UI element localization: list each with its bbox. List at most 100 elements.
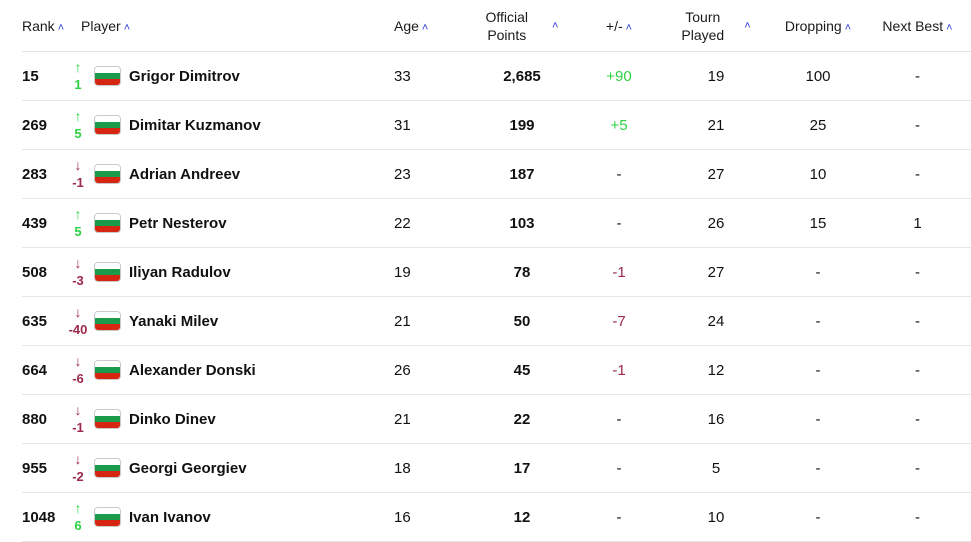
next-best-cell: - <box>864 296 971 346</box>
player-name-link[interactable]: Petr Nesterov <box>129 214 227 232</box>
plus-minus-cell: - <box>578 198 660 248</box>
arrow-down-icon: ↓ <box>74 157 82 173</box>
official-points-cell: 199 <box>466 100 578 150</box>
column-header-age[interactable]: Age ˄ <box>386 0 466 52</box>
player-cell[interactable]: ↑ 5 Petr Nesterov <box>66 198 386 248</box>
table-row[interactable]: 508 ↓ -3 Iliyan Radulov 19 78 -1 27- - <box>22 247 971 297</box>
arrow-down-icon: ↓ <box>74 451 82 467</box>
column-header-dropping[interactable]: Dropping ˄ <box>772 0 864 52</box>
player-cell[interactable]: ↓ -40 Yanaki Milev <box>66 296 386 346</box>
rank-movement: ↓ -1 <box>66 157 90 191</box>
player-cell[interactable]: ↑ 1 Grigor Dimitrov <box>66 51 386 101</box>
player-name-link[interactable]: Adrian Andreev <box>129 165 241 183</box>
table-row[interactable]: 1048 ↑ 6 Ivan Ivanov 16 12-10- - <box>22 492 971 542</box>
official-points-cell: 187 <box>466 149 578 199</box>
tourn-played-cell: 10 <box>660 492 772 542</box>
column-header-rank[interactable]: Rank ˄ <box>22 0 66 52</box>
age-cell: 18 <box>386 443 466 493</box>
age-cell: 31 <box>386 100 466 150</box>
tourn-played-cell: 19 <box>660 51 772 101</box>
rank-movement-value: 6 <box>74 518 82 533</box>
player-name-link[interactable]: Ivan Ivanov <box>129 508 211 526</box>
arrow-down-icon: ↓ <box>74 353 82 369</box>
next-best-cell: - <box>864 51 971 101</box>
column-header-player[interactable]: Player ˄ <box>66 0 386 52</box>
rank-cell: 269 <box>22 100 66 150</box>
table-row[interactable]: 269 ↑ 5 Dimitar Kuzmanov 31 199 +5 21 25- <box>22 100 971 150</box>
player-cell[interactable]: ↓ -3 Iliyan Radulov <box>66 247 386 297</box>
plus-minus-header-label: +/- <box>605 17 623 34</box>
tourn-played-cell: 5 <box>660 443 772 493</box>
plus-minus-cell: - <box>578 492 660 542</box>
table-row[interactable]: 15 ↑ 1 Grigor Dimitrov 33 2,685 +90 19 100- <box>22 51 971 101</box>
player-name-link[interactable]: Grigor Dimitrov <box>129 67 240 85</box>
age-cell: 21 <box>386 394 466 444</box>
bulgaria-flag-icon <box>94 311 121 331</box>
column-header-official-points[interactable]: Official Points ˄ <box>466 0 578 52</box>
player-cell[interactable]: ↓ -2 Georgi Georgiev <box>66 443 386 493</box>
column-header-next-best[interactable]: Next Best ˄ <box>864 0 971 52</box>
table-row[interactable]: 664 ↓ -6 Alexander Donski 26 45 -1 12- - <box>22 345 971 395</box>
player-cell[interactable]: ↓ -1 Adrian Andreev <box>66 149 386 199</box>
sort-icon[interactable]: ˄ <box>844 21 852 34</box>
player-name-link[interactable]: Dinko Dinev <box>129 410 216 428</box>
table-row[interactable]: 283 ↓ -1 Adrian Andreev 23 187-27 10- <box>22 149 971 199</box>
next-best-cell: - <box>864 149 971 199</box>
player-name-link[interactable]: Georgi Georgiev <box>129 459 247 477</box>
rank-cell: 635 <box>22 296 66 346</box>
dropping-cell: - <box>772 296 864 346</box>
rank-cell: 880 <box>22 394 66 444</box>
player-name-link[interactable]: Alexander Donski <box>129 361 256 379</box>
table-row[interactable]: 439 ↑ 5 Petr Nesterov 22 103-26 15 1 <box>22 198 971 248</box>
tourn-played-cell: 24 <box>660 296 772 346</box>
arrow-down-icon: ↓ <box>74 402 82 418</box>
rank-header-label: Rank <box>22 17 55 34</box>
sort-icon[interactable]: ˄ <box>421 21 429 34</box>
rank-movement: ↓ -40 <box>66 304 90 338</box>
player-cell[interactable]: ↑ 6 Ivan Ivanov <box>66 492 386 542</box>
official-points-cell: 12 <box>466 492 578 542</box>
age-cell: 19 <box>386 247 466 297</box>
age-cell: 23 <box>386 149 466 199</box>
rank-movement-value: -6 <box>72 371 84 386</box>
sort-icon[interactable]: ˄ <box>744 20 751 33</box>
table-row[interactable]: 635 ↓ -40 Yanaki Milev 21 50 -7 24- - <box>22 296 971 346</box>
table-row[interactable]: 880 ↓ -1 Dinko Dinev 21 22-16- - <box>22 394 971 444</box>
table-row[interactable]: 955 ↓ -2 Georgi Georgiev 18 17-5- - <box>22 443 971 493</box>
rank-movement-value: -3 <box>72 273 84 288</box>
player-cell[interactable]: ↑ 5 Dimitar Kuzmanov <box>66 100 386 150</box>
sort-icon[interactable]: ˄ <box>552 20 559 33</box>
bulgaria-flag-icon <box>94 213 121 233</box>
rank-movement-value: -1 <box>72 420 84 435</box>
dropping-cell: - <box>772 394 864 444</box>
plus-minus-cell: - <box>578 443 660 493</box>
player-cell[interactable]: ↓ -6 Alexander Donski <box>66 345 386 395</box>
arrow-up-icon: ↑ <box>74 500 82 516</box>
plus-minus-cell: +90 <box>578 51 660 101</box>
player-name-link[interactable]: Yanaki Milev <box>129 312 219 330</box>
points-header-line2: Points <box>487 26 527 43</box>
player-name-link[interactable]: Iliyan Radulov <box>129 263 231 281</box>
rank-cell: 15 <box>22 51 66 101</box>
plus-minus-cell: -1 <box>578 247 660 297</box>
sort-icon[interactable]: ˄ <box>57 21 65 34</box>
rank-movement-value: -40 <box>68 322 88 337</box>
dropping-cell: 10 <box>772 149 864 199</box>
player-name-link[interactable]: Dimitar Kuzmanov <box>129 116 261 134</box>
arrow-up-icon: ↑ <box>74 59 82 75</box>
arrow-up-icon: ↑ <box>74 206 82 222</box>
official-points-cell: 17 <box>466 443 578 493</box>
column-header-tourn-played[interactable]: Tourn Played ˄ <box>660 0 772 52</box>
sort-icon[interactable]: ˄ <box>625 21 633 34</box>
arrow-down-icon: ↓ <box>74 255 82 271</box>
bulgaria-flag-icon <box>94 458 121 478</box>
plus-minus-cell: - <box>578 394 660 444</box>
official-points-cell: 2,685 <box>466 51 578 101</box>
sort-icon[interactable]: ˄ <box>123 21 131 34</box>
player-cell[interactable]: ↓ -1 Dinko Dinev <box>66 394 386 444</box>
column-header-plus-minus[interactable]: +/- ˄ <box>578 0 660 52</box>
bulgaria-flag-icon <box>94 409 121 429</box>
next-best-cell: 1 <box>864 198 971 248</box>
sort-icon[interactable]: ˄ <box>946 21 953 34</box>
official-points-cell: 45 <box>466 345 578 395</box>
